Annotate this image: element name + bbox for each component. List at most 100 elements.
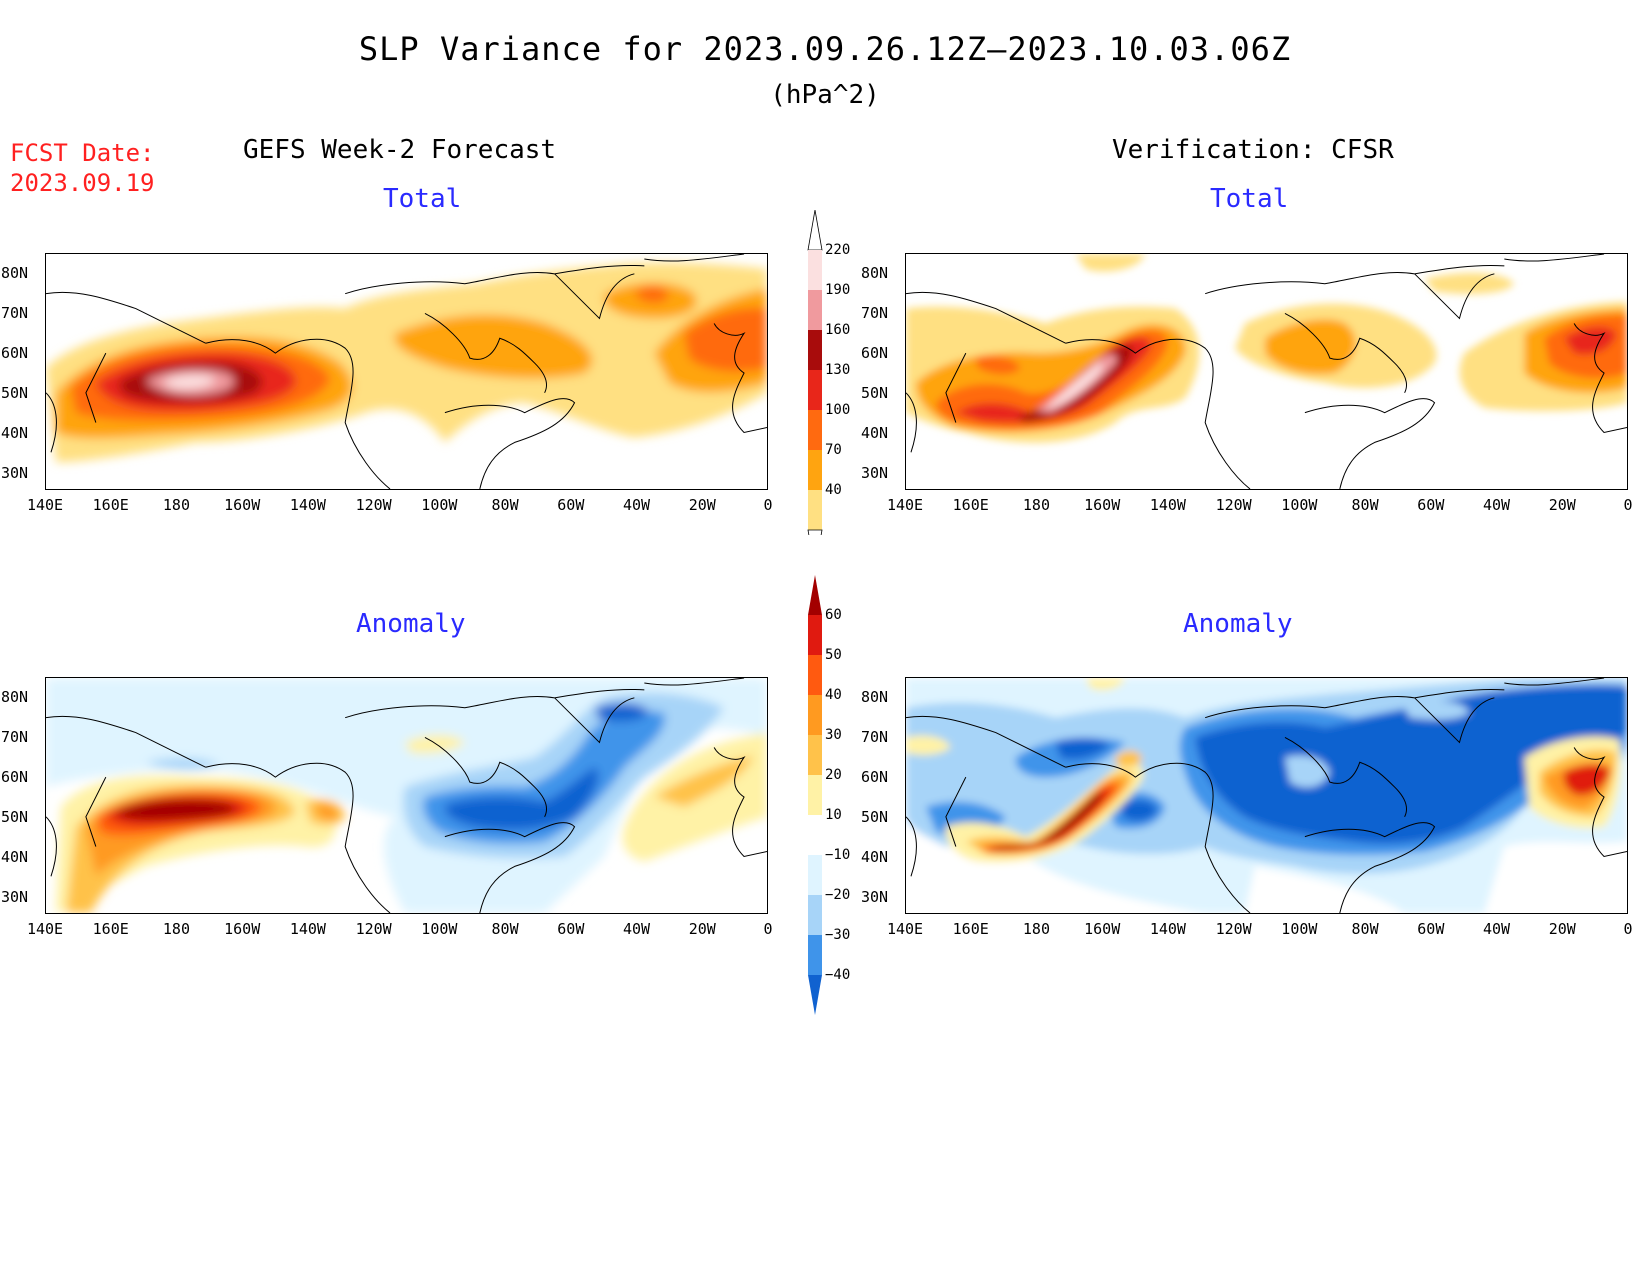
coastlines-verification-anomaly [906,678,1627,913]
forecast-total-lon-tick: 20W [688,496,716,514]
colorbar-total-box [808,450,822,490]
verification-total-lon-tick: 0 [1623,496,1633,514]
verification-anomaly-map [905,677,1628,914]
verification-anomaly-lon-tick: 140W [1149,920,1186,938]
verification-anomaly-lon-tick: 160W [1084,920,1121,938]
colorbar-total-label: 130 [825,362,851,378]
forecast-anomaly-lon-tick: 20W [688,920,716,938]
forecast-total-lon-tick: 80W [491,496,519,514]
verification-anomaly-lon-tick: 120W [1215,920,1252,938]
colorbar-anomaly-cap [808,575,822,615]
fcst-date-value: 2023.09.19 [10,169,155,197]
colorbar-anomaly-box [808,855,822,895]
colorbar-anomaly-box [808,655,822,695]
colorbar-total-box [808,490,822,530]
forecast-anomaly-lon-tick: 140E [26,920,64,938]
verification-total-lon-tick: 120W [1215,496,1252,514]
verification-anomaly-lon-tick: 160E [952,920,989,938]
forecast-anomaly-lon-tick: 60W [557,920,585,938]
colorbar-total-cap [807,210,823,251]
forecast-total-lon-tick: 0 [763,496,773,514]
forecast-anomaly-lon-tick: 100W [421,920,458,938]
verification-anomaly-lat-tick: 30N [861,888,889,906]
colorbar-anomaly-box [808,935,822,975]
forecast-anomaly-lon-tick: 40W [622,920,651,938]
verification-total-lon-tick: 40W [1482,496,1511,514]
verification-total-field [906,254,1627,443]
forecast-total-lat-tick: 50N [1,384,29,402]
verification-anomaly-lon-tick: 140E [886,920,924,938]
forecast-total-lon-tick: 180 [162,496,190,514]
verification-anomaly-lon-tick: 0 [1623,920,1633,938]
colorbar-total-label: 220 [825,242,851,258]
verification-total-map [905,253,1628,490]
verification-total-lat-tick: 50N [861,384,889,402]
verification-total-lon-tick: 160E [952,496,989,514]
colorbar-anomaly-label: 60 [825,607,842,623]
verification-total-lon-tick: 140E [886,496,924,514]
figure-title: SLP Variance for 2023.09.26.12Z—2023.10.… [358,30,1292,68]
forecast-total-lon-tick: 60W [557,496,585,514]
coastlines-forecast-anomaly [46,678,767,913]
colorbar-anomaly-label: −40 [825,967,851,983]
colorbar-total [807,210,823,535]
forecast-total-lat-tick: 40N [1,424,29,442]
forecast-anomaly-lon-tick: 140W [289,920,326,938]
colorbar-anomaly-label: 20 [825,767,842,783]
colorbar-anomaly [808,575,822,1015]
forecast-total-lon-tick: 100W [421,496,458,514]
colorbar-total-label: 160 [825,322,851,338]
verification-total-lon-tick: 60W [1417,496,1445,514]
colorbar-anomaly-box [808,815,822,855]
colorbar-anomaly-box [808,615,822,655]
forecast-total-lon-tick: 140E [26,496,64,514]
colorbar-anomaly-box [808,775,822,815]
forecast-anomaly-lon-tick: 180 [162,920,190,938]
forecast-anomaly-lon-tick: 160E [92,920,129,938]
colorbar-anomaly-box [808,895,822,935]
verification-total-lon-tick: 20W [1548,496,1576,514]
fcst-date-label: FCST Date: [10,139,155,167]
colorbar-total-label: 190 [825,282,851,298]
verification-anomaly-lon-tick: 40W [1482,920,1511,938]
forecast-total-lon-tick: 40W [622,496,651,514]
verification-anomaly-lon-tick: 180 [1022,920,1050,938]
colorbar-anomaly-box [808,735,822,775]
colorbar-anomaly-label: 10 [825,807,842,823]
forecast-anomaly-map [45,677,768,914]
forecast-anomaly-lat-tick: 60N [1,768,29,786]
colorbar-total-label: 100 [825,402,851,418]
colorbar-total-label: 70 [825,442,842,458]
verification-total-lat-tick: 60N [861,344,889,362]
verification-total-lon-tick: 160W [1084,496,1121,514]
forecast-total-lat-tick: 30N [1,464,29,482]
forecast-total-map [45,253,768,490]
forecast-anomaly-label: Anomaly [356,609,466,639]
verification-anomaly-lon-tick: 80W [1351,920,1379,938]
colorbar-total-box [808,290,822,330]
forecast-anomaly-lon-tick: 120W [355,920,392,938]
coastlines-verification-total [906,254,1627,489]
forecast-total-lon-tick: 120W [355,496,392,514]
forecast-anomaly-lat-tick: 80N [1,688,29,706]
colorbar-anomaly-label: −30 [825,927,851,943]
verification-anomaly-lon-tick: 20W [1548,920,1576,938]
verification-anomaly-lat-tick: 60N [861,768,889,786]
verification-anomaly-lat-tick: 70N [861,728,889,746]
verification-anomaly-field [906,678,1627,913]
forecast-total-lat-tick: 60N [1,344,29,362]
verification-anomaly-lat-tick: 80N [861,688,889,706]
verification-anomaly-lat-tick: 40N [861,848,889,866]
forecast-total-lat-tick: 70N [1,304,29,322]
forecast-total-lat-tick: 80N [1,264,29,282]
colorbar-anomaly-label: −10 [825,847,851,863]
forecast-anomaly-lon-tick: 80W [491,920,519,938]
verification-anomaly-lon-tick: 60W [1417,920,1445,938]
forecast-total-lon-tick: 140W [289,496,326,514]
coastlines-forecast-total [46,254,767,489]
verification-anomaly-label: Anomaly [1183,609,1293,639]
colorbar-total-box [808,250,822,290]
forecast-anomaly-lat-tick: 40N [1,848,29,866]
forecast-total-field [46,262,767,463]
forecast-total-lon-tick: 160E [92,496,129,514]
